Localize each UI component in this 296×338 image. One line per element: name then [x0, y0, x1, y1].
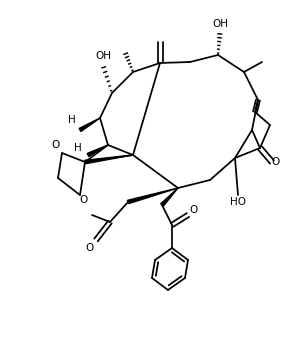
Polygon shape: [79, 118, 100, 131]
Text: HO: HO: [230, 197, 246, 207]
Polygon shape: [85, 155, 133, 164]
Polygon shape: [161, 188, 178, 206]
Text: O: O: [51, 140, 59, 150]
Text: H: H: [68, 115, 76, 125]
Text: O: O: [190, 205, 198, 215]
Polygon shape: [87, 145, 108, 156]
Text: OH: OH: [212, 19, 228, 29]
Text: O: O: [86, 243, 94, 253]
Text: O: O: [80, 195, 88, 205]
Polygon shape: [128, 188, 178, 204]
Text: OH: OH: [95, 51, 111, 61]
Text: O: O: [272, 157, 280, 167]
Text: H: H: [74, 143, 82, 153]
